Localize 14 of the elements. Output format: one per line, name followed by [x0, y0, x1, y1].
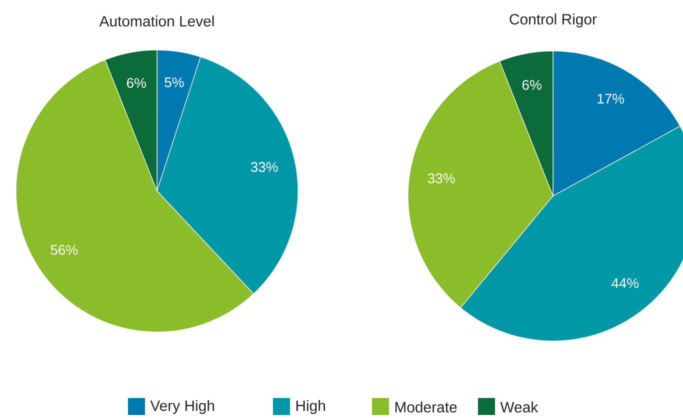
- data-label: 6%: [522, 80, 542, 90]
- data-label: 33%: [428, 173, 455, 184]
- data-label: 33%: [250, 162, 278, 172]
- data-label: 56%: [50, 244, 78, 255]
- legend-label: High: [296, 400, 325, 414]
- data-label: 5%: [164, 77, 184, 88]
- legend-label: Very High: [150, 400, 214, 414]
- legend-label: Moderate: [395, 402, 457, 412]
- data-label: 44%: [611, 278, 639, 288]
- chart-title: Automation Level: [99, 16, 214, 26]
- data-label: 6%: [127, 78, 146, 88]
- data-label: 17%: [598, 94, 624, 104]
- chart-title: Control Rigor: [510, 14, 597, 28]
- legend-label: Weak: [500, 402, 538, 412]
